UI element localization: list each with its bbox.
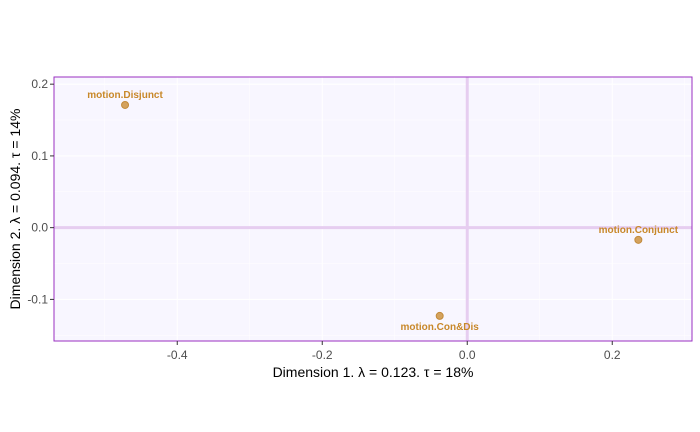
x-tick-label: -0.4 [167, 348, 188, 362]
y-tick-label: -0.1 [27, 292, 48, 306]
point-label: motion.Conjunct [599, 225, 679, 236]
data-point [435, 311, 444, 320]
y-tick-label: 0.1 [31, 149, 48, 163]
x-tick-label: -0.2 [312, 348, 333, 362]
y-tick-label: 0.2 [31, 77, 48, 91]
point-label: motion.Con&Dis [401, 322, 480, 333]
y-tick-label: 0.0 [31, 221, 48, 235]
data-point [121, 100, 130, 109]
reference-lines [54, 77, 692, 341]
x-axis-title: Dimension 1. λ = 0.123. τ = 18% [273, 364, 474, 380]
plot-border [53, 76, 693, 342]
x-tick-label: 0.2 [604, 348, 621, 362]
y-axis-ticks: -0.1 0.0 0.1 0.2 [27, 77, 54, 306]
data-points: motion.Disjunct motion.Conjunct motion.Con… [87, 90, 678, 333]
x-axis-ticks: -0.4 -0.2 0.0 0.2 [167, 341, 621, 362]
y-axis-title: Dimension 2. λ = 0.094. τ = 14% [7, 109, 23, 310]
plot-panel [54, 77, 692, 341]
point-label: motion.Disjunct [87, 90, 163, 101]
data-point [634, 235, 643, 244]
x-tick-label: 0.0 [459, 348, 476, 362]
